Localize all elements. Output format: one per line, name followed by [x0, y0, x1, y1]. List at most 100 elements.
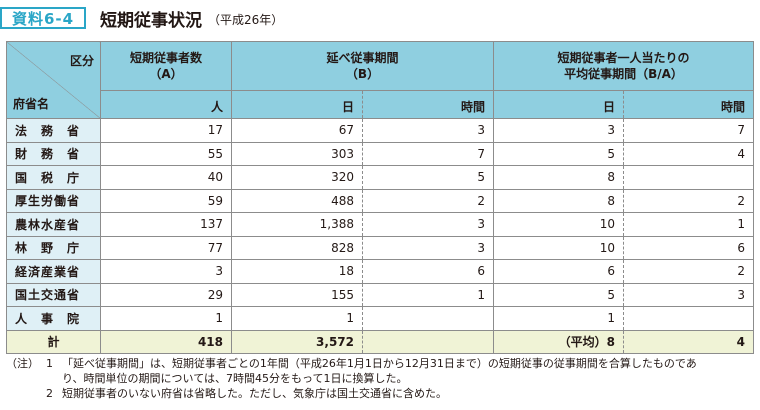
footnote-number: 1: [46, 357, 53, 370]
col-header-average-period-line1: 短期従事者一人当たりの: [557, 51, 690, 65]
col-header-workers-line2: （A）: [149, 67, 183, 81]
cell-average-hours: 6: [623, 235, 755, 260]
cell-total-hours: 7: [361, 141, 495, 166]
col-header-workers-line1: 短期従事者数: [129, 51, 202, 65]
ministry-name: 人事院: [6, 306, 101, 331]
footnote-text: り、時間単位の期間については、7時間45分をもって1日に換算した。: [62, 372, 408, 385]
cell-total-hours: [361, 306, 495, 331]
cell-average-hours: 4: [623, 141, 755, 166]
cell-workers: 29: [100, 282, 232, 307]
ministry-name: 国土交通省: [6, 282, 101, 307]
table-corner-header: 区分 府省名: [6, 41, 101, 119]
total-row: 計 418 3,572 （平均）8 4: [6, 329, 755, 354]
col-header-average-period-line2: 平均従事期間（B/A）: [564, 67, 683, 81]
short-term-service-table: 区分 府省名 短期従事者数 （A） 延べ従事期間 （B） 短期従事者一人当たりの…: [6, 41, 755, 354]
cell-average-hours: 2: [623, 188, 755, 213]
cell-average-days: 5: [493, 282, 624, 307]
cell-average-days: 1: [493, 306, 624, 331]
ministry-name: 林野庁: [6, 235, 101, 260]
footnote-label: （注）: [6, 357, 39, 370]
cell-workers: 17: [100, 118, 232, 143]
cell-total-days: 303: [231, 141, 363, 166]
total-hours: [361, 329, 495, 354]
cell-average-hours: [623, 165, 755, 190]
col-header-total-period-line1: 延べ従事期間: [326, 51, 399, 65]
table-row: 財務省 55 303 7 5 4: [6, 141, 755, 166]
header: 資料6-4 短期従事状況 （平成26年）: [0, 6, 284, 31]
cell-average-hours: [623, 306, 755, 331]
table-row: 農林水産省 137 1,388 3 10 1: [6, 212, 755, 237]
cell-total-days: 1,388: [231, 212, 363, 237]
col-header-average-period: 短期従事者一人当たりの 平均従事期間（B/A）: [493, 41, 755, 91]
footnote-text: 短期従事者のいない府省は省略した。ただし、気象庁は国土交通省に含めた。: [62, 387, 447, 400]
unit-persons: 人: [100, 90, 232, 119]
footnote-2: 2 短期従事者のいない府省は省略した。ただし、気象庁は国土交通省に含めた。: [6, 386, 754, 401]
page-subtitle: （平成26年）: [208, 12, 284, 27]
footnote-text: 「延べ従事期間」は、短期従事者ごとの1年間（平成26年1月1日から12月31日ま…: [62, 357, 697, 370]
cell-workers: 137: [100, 212, 232, 237]
cell-average-days: 6: [493, 259, 624, 284]
cell-workers: 1: [100, 306, 232, 331]
cell-total-days: 828: [231, 235, 363, 260]
cell-workers: 3: [100, 259, 232, 284]
cell-total-hours: 1: [361, 282, 495, 307]
cell-total-days: 1: [231, 306, 363, 331]
total-average-hours: 4: [623, 329, 755, 354]
cell-average-days: 10: [493, 212, 624, 237]
ministry-name: 法務省: [6, 118, 101, 143]
corner-label-ministry: 府省名: [13, 97, 50, 111]
cell-total-hours: 3: [361, 235, 495, 260]
total-label: 計: [6, 329, 101, 354]
col-header-total-period: 延べ従事期間 （B）: [230, 41, 495, 91]
ministry-name: 厚生労働省: [6, 188, 101, 213]
footnote-1-continued: り、時間単位の期間については、7時間45分をもって1日に換算した。: [6, 371, 754, 386]
cell-average-hours: 3: [623, 282, 755, 307]
unit-average-hours: 時間: [623, 90, 755, 119]
cell-total-hours: 2: [361, 188, 495, 213]
cell-workers: 77: [100, 235, 232, 260]
ministry-name: 経済産業省: [6, 259, 101, 284]
ministry-name: 財務省: [6, 141, 101, 166]
cell-workers: 40: [100, 165, 232, 190]
page-title: 短期従事状況: [100, 10, 202, 31]
unit-average-days: 日: [493, 90, 624, 119]
table-row: 厚生労働省 59 488 2 8 2: [6, 188, 755, 213]
cell-total-hours: 3: [361, 212, 495, 237]
cell-average-days: 8: [493, 188, 624, 213]
table-row: 法務省 17 67 3 3 7: [6, 118, 755, 143]
cell-average-hours: 7: [623, 118, 755, 143]
ministry-name: 国税庁: [6, 165, 101, 190]
material-number-badge: 資料6-4: [0, 7, 86, 29]
cell-average-days: 5: [493, 141, 624, 166]
cell-total-hours: 6: [361, 259, 495, 284]
table-row: 林野庁 77 828 3 10 6: [6, 235, 755, 260]
cell-workers: 55: [100, 141, 232, 166]
cell-average-days: 8: [493, 165, 624, 190]
cell-total-days: 488: [231, 188, 363, 213]
footnote-1: （注） 1 「延べ従事期間」は、短期従事者ごとの1年間（平成26年1月1日から1…: [6, 356, 754, 371]
cell-average-days: 3: [493, 118, 624, 143]
cell-total-days: 155: [231, 282, 363, 307]
total-days: 3,572: [231, 329, 363, 354]
ministry-name: 農林水産省: [6, 212, 101, 237]
footnotes: （注） 1 「延べ従事期間」は、短期従事者ごとの1年間（平成26年1月1日から1…: [6, 356, 754, 401]
unit-total-days: 日: [231, 90, 363, 119]
table-row: 人事院 1 1 1: [6, 306, 755, 331]
table-row: 経済産業省 3 18 6 6 2: [6, 259, 755, 284]
cell-average-hours: 1: [623, 212, 755, 237]
cell-total-days: 67: [231, 118, 363, 143]
cell-total-days: 320: [231, 165, 363, 190]
footnote-number: 2: [46, 387, 53, 400]
table-row: 国税庁 40 320 5 8: [6, 165, 755, 190]
corner-label-category: 区分: [69, 54, 94, 68]
cell-average-days: 10: [493, 235, 624, 260]
total-workers: 418: [100, 329, 232, 354]
col-header-total-period-line2: （B）: [345, 67, 380, 81]
unit-total-hours: 時間: [361, 90, 495, 119]
cell-total-days: 18: [231, 259, 363, 284]
cell-average-hours: 2: [623, 259, 755, 284]
total-average-days: （平均）8: [493, 329, 624, 354]
col-header-workers: 短期従事者数 （A）: [100, 41, 232, 91]
table-row: 国土交通省 29 155 1 5 3: [6, 282, 755, 307]
cell-total-hours: 5: [361, 165, 495, 190]
